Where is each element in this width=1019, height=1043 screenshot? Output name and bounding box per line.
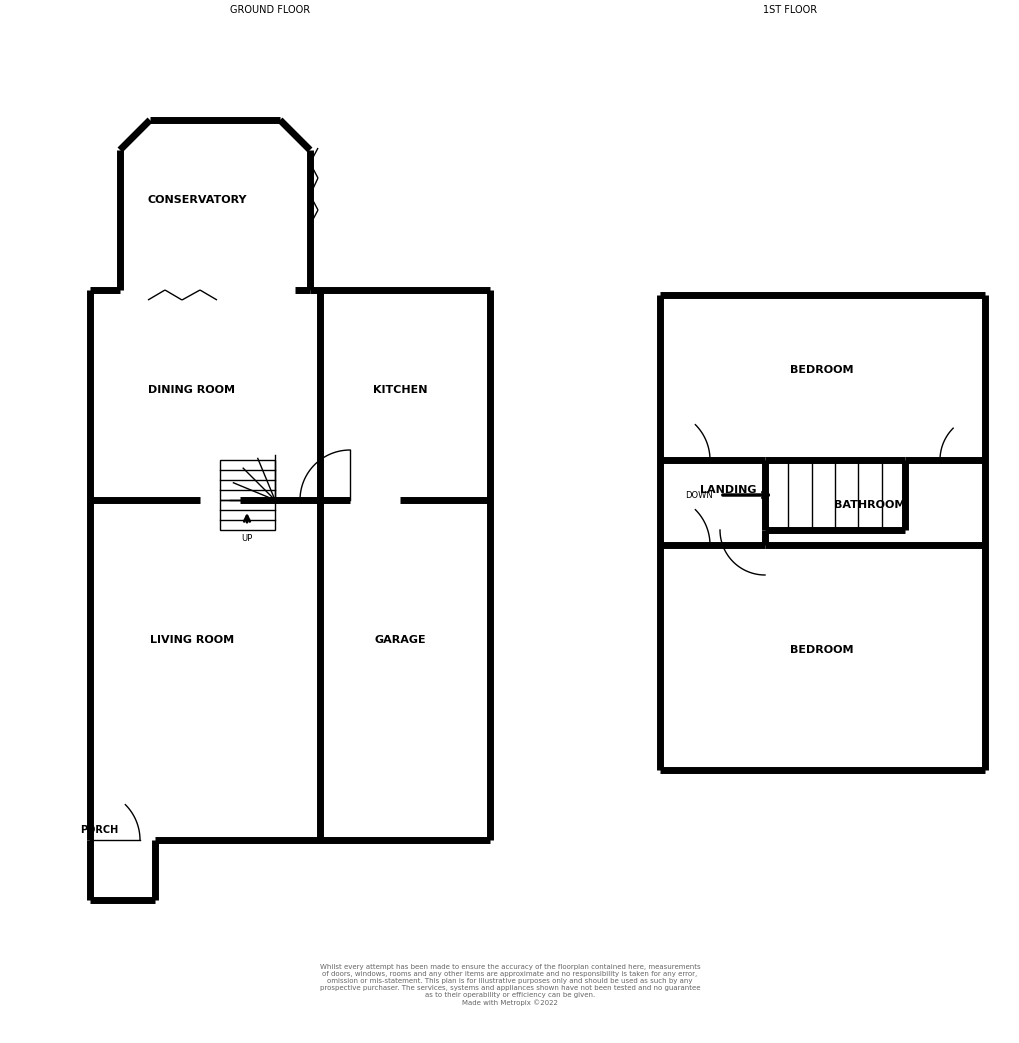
Bar bbox=[220, 500, 275, 530]
Text: PORCH: PORCH bbox=[79, 825, 118, 835]
Text: CONSERVATORY: CONSERVATORY bbox=[147, 195, 247, 205]
Text: GARAGE: GARAGE bbox=[374, 635, 425, 645]
Text: BATHROOM: BATHROOM bbox=[834, 500, 905, 510]
Text: 1ST FLOOR: 1ST FLOOR bbox=[762, 5, 816, 15]
Text: KITCHEN: KITCHEN bbox=[372, 385, 427, 395]
Bar bbox=[220, 460, 275, 500]
Text: BEDROOM: BEDROOM bbox=[790, 645, 853, 655]
Text: GROUND FLOOR: GROUND FLOOR bbox=[229, 5, 310, 15]
Text: LANDING: LANDING bbox=[699, 485, 756, 495]
Text: BEDROOM: BEDROOM bbox=[790, 365, 853, 375]
Text: Whilst every attempt has been made to ensure the accuracy of the floorplan conta: Whilst every attempt has been made to en… bbox=[319, 964, 700, 1005]
Text: DOWN: DOWN bbox=[685, 490, 712, 500]
Text: UP: UP bbox=[242, 534, 253, 542]
Text: LIVING ROOM: LIVING ROOM bbox=[150, 635, 233, 645]
Text: DINING ROOM: DINING ROOM bbox=[149, 385, 235, 395]
